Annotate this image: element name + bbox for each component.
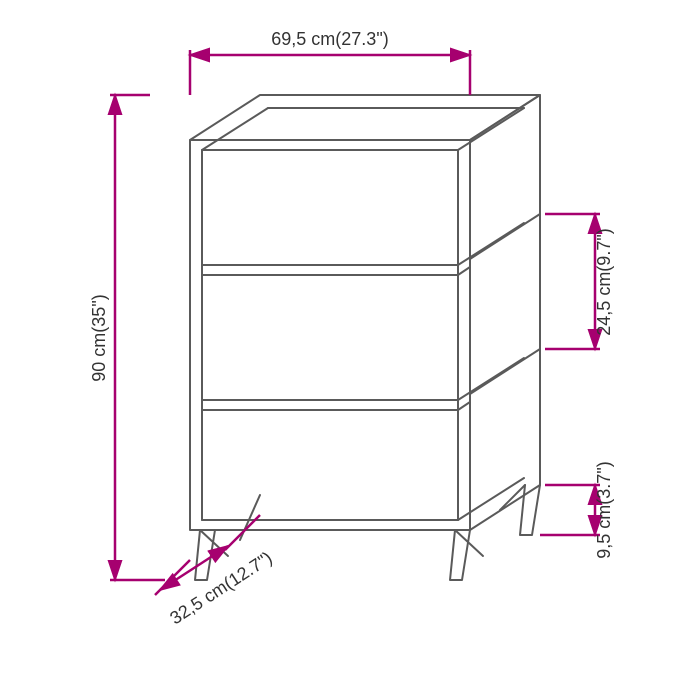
label-height: 90 cm(35") (89, 294, 109, 381)
label-width: 69,5 cm(27.3") (271, 29, 388, 49)
label-depth: 32,5 cm(12.7") (166, 548, 275, 629)
shelf-outline (190, 95, 540, 580)
dimension-diagram: 69,5 cm(27.3") 90 cm(35") 32,5 cm(12.7")… (0, 0, 700, 700)
label-leg-height: 9,5 cm(3.7") (594, 461, 614, 558)
label-shelf-gap: 24,5 cm(9.7") (594, 228, 614, 335)
dimension-lines (110, 50, 600, 595)
dimension-labels: 69,5 cm(27.3") 90 cm(35") 32,5 cm(12.7")… (89, 29, 614, 628)
